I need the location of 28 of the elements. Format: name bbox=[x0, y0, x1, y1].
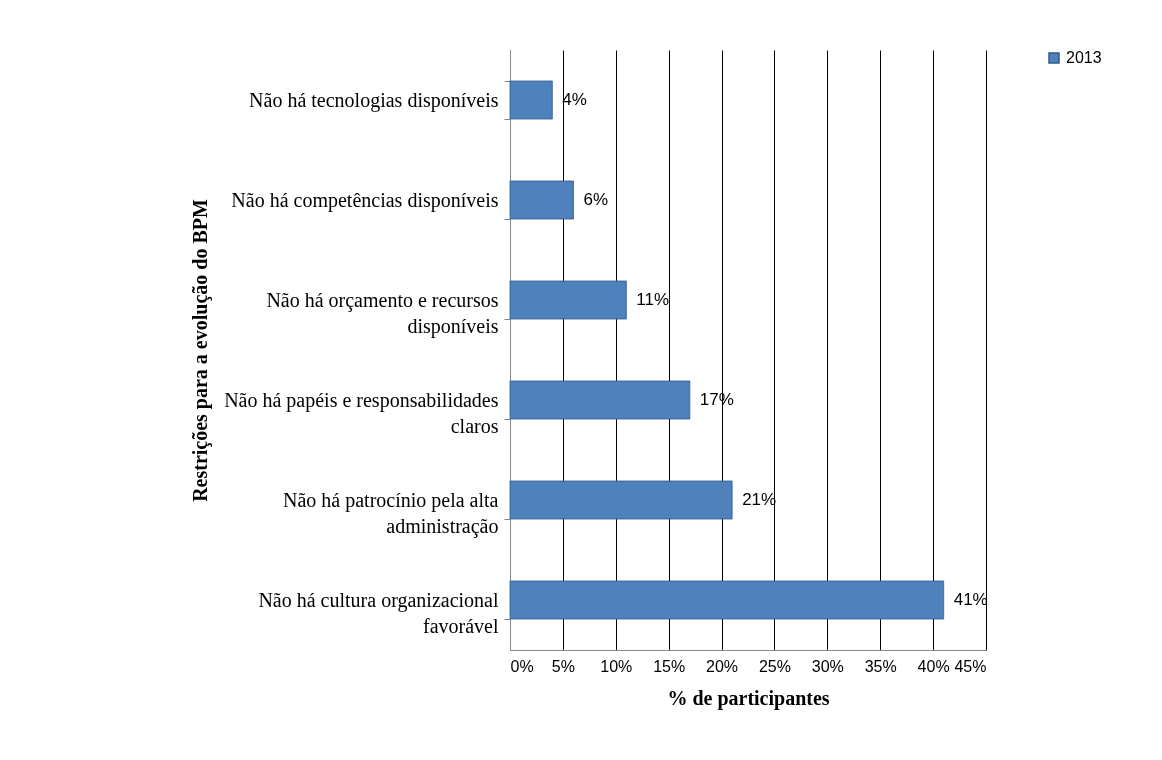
y-tick-label: Não há cultura organizacional favorável bbox=[258, 588, 499, 637]
y-tick-label: Não há orçamento e recursos disponíveis bbox=[266, 288, 499, 338]
y-tick-label: Não há tecnologias disponíveis bbox=[249, 88, 499, 112]
legend-label: 2013 bbox=[1066, 49, 1102, 66]
y-tick-label: Não há papéis e responsabilidades claros bbox=[224, 388, 499, 437]
x-tick-label: 0% bbox=[510, 657, 534, 675]
x-tick-label: 20% bbox=[706, 657, 739, 675]
y-tick-label: Não há patrocínio pela alta administração bbox=[283, 488, 499, 538]
bar bbox=[509, 380, 691, 420]
x-tick-label: 15% bbox=[653, 657, 686, 675]
x-tick-label: 35% bbox=[864, 657, 897, 675]
y-axis-title: Restrições para a evolução do BPM bbox=[188, 199, 212, 502]
bar bbox=[509, 480, 733, 520]
y-tick-label: Não há competências disponíveis bbox=[231, 188, 499, 212]
x-tick-label: 5% bbox=[551, 657, 575, 675]
x-tick-label: 45% bbox=[954, 657, 987, 675]
bar bbox=[509, 580, 945, 620]
data-label: 41% bbox=[953, 590, 988, 609]
bar bbox=[509, 80, 553, 120]
x-tick-label: 25% bbox=[758, 657, 791, 675]
bar bbox=[509, 180, 574, 220]
x-tick-label: 40% bbox=[917, 657, 950, 675]
data-label: 6% bbox=[583, 190, 609, 209]
bar bbox=[509, 280, 627, 320]
x-axis-title: % de participantes bbox=[667, 686, 830, 710]
x-tick-label: 10% bbox=[600, 657, 633, 675]
x-tick-label: 30% bbox=[811, 657, 844, 675]
data-label: 11% bbox=[636, 290, 670, 309]
